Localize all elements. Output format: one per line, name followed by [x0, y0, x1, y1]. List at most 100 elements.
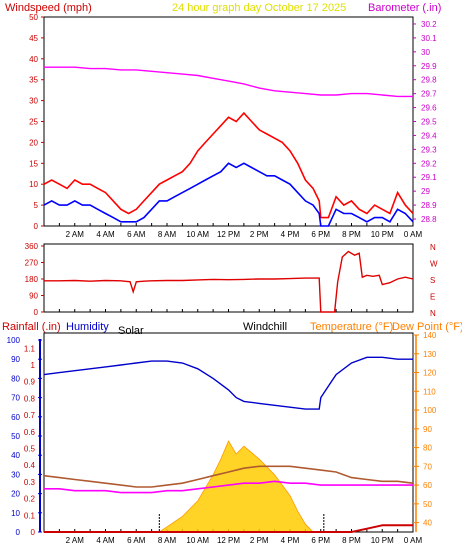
humidity-y-tick-label: 50 [11, 432, 20, 441]
rain-y-tick-label: 1 [31, 361, 36, 370]
wind-y-tick-label: 5 [34, 201, 39, 210]
wind-panel-frame [43, 16, 414, 227]
rain-y-tick-label: 1.1 [24, 344, 36, 353]
wind-direction-line [44, 250, 414, 313]
dewpoint-line [44, 480, 413, 494]
humidity-y-tick-label: 20 [11, 490, 20, 499]
humidity-y-tick-label: 30 [11, 470, 20, 479]
barometer-y-tick-label: 29.1 [421, 173, 437, 182]
humidity-y-tick-label: 10 [11, 509, 20, 518]
temperature-y-tick-label: 130 [423, 350, 437, 359]
x-tick-label: 2 AM [66, 230, 85, 239]
windspeed-average-line [43, 162, 414, 227]
rainfall-line [44, 524, 413, 533]
temperature-y-tick-label: 100 [423, 406, 437, 415]
compass-label: N [430, 309, 436, 318]
rainfall-label: Rainfall (.in) [2, 321, 61, 333]
solar-area [157, 440, 315, 533]
wind-y-tick-label: 40 [29, 55, 38, 64]
temperature-y-tick-label: 40 [423, 519, 432, 528]
temperature-y-tick-label: 70 [423, 462, 432, 471]
compass-label: S [430, 276, 435, 285]
rain-y-tick-label: 0.8 [24, 394, 36, 403]
x-tick-label: 8 PM [342, 536, 361, 545]
x-tick-label: 2 PM [250, 536, 269, 545]
barometer-y-tick-label: 29.8 [421, 76, 437, 85]
barometer-y-tick-label: 29 [421, 187, 430, 196]
x-tick-label: 2 PM [250, 230, 269, 239]
rain-y-tick-label: 0.7 [24, 411, 36, 420]
chart-series [43, 66, 414, 533]
compass-label: W [430, 260, 438, 269]
humidity-y-tick-label: 80 [11, 374, 20, 383]
wind-y-tick-label: 35 [29, 76, 38, 85]
wind-y-tick-label: 50 [29, 13, 38, 22]
barometer-y-tick-label: 30.2 [421, 20, 437, 29]
barometer-y-tick-label: 29.4 [421, 131, 437, 140]
direction-y-tick-label: 360 [25, 242, 39, 251]
solar-label: Solar [118, 325, 144, 337]
temperature-y-tick-label: 110 [423, 387, 436, 396]
temperature-y-tick-label: 90 [423, 425, 432, 434]
x-tick-label: 10 AM [186, 536, 209, 545]
x-tick-label: 10 PM [371, 536, 394, 545]
wind-y-tick-label: 20 [29, 138, 38, 147]
barometer-y-tick-label: 30.1 [421, 34, 437, 43]
chart-title: 24 hour graph day October 17 2025 [172, 2, 346, 14]
humidity-y-tick-label: 70 [11, 394, 20, 403]
humidity-y-tick-label: 100 [7, 336, 21, 345]
x-tick-label: 8 AM [158, 536, 177, 545]
x-tick-label: 2 AM [66, 536, 85, 545]
x-tick-label: 4 PM [281, 230, 300, 239]
x-tick-label: 12 PM [217, 230, 240, 239]
humidity-y-tick-label: 60 [11, 413, 20, 422]
barometer-y-tick-label: 28.9 [421, 201, 437, 210]
x-tick-label: 10 AM [186, 230, 209, 239]
x-tick-label: 4 AM [96, 230, 115, 239]
barometer-y-tick-label: 29.9 [421, 62, 437, 71]
wind-y-tick-label: 15 [29, 159, 38, 168]
x-tick-label: 6 PM [311, 230, 330, 239]
barometer-y-tick-label: 28.8 [421, 215, 437, 224]
humidity-y-tick-label: 90 [11, 355, 20, 364]
rain-y-tick-label: 0 [31, 528, 36, 537]
x-tick-label: 12 PM [217, 536, 240, 545]
direction-panel-frame [43, 243, 414, 313]
x-tick-label: 6 PM [311, 536, 330, 545]
barometer-y-tick-label: 29.6 [421, 104, 437, 113]
compass-label: N [430, 243, 436, 252]
temperature-y-tick-label: 120 [423, 369, 437, 378]
rain-y-tick-label: 0.1 [24, 511, 36, 520]
x-tick-label: 4 AM [96, 536, 115, 545]
direction-y-tick-label: 0 [34, 308, 39, 317]
x-tick-label: 10 PM [371, 230, 394, 239]
x-tick-label: 6 AM [127, 230, 146, 239]
compass-label: E [430, 293, 435, 302]
x-tick-label: 8 PM [342, 230, 361, 239]
rain-y-tick-label: 0.3 [24, 478, 36, 487]
barometer-label: Barometer (.in) [368, 2, 441, 14]
rain-y-tick-label: 0.6 [24, 428, 36, 437]
windspeed-gust-line [43, 111, 414, 219]
barometer-y-tick-label: 29.2 [421, 159, 437, 168]
windchill-label: Windchill [243, 321, 287, 333]
temperature-y-tick-label: 140 [423, 331, 437, 340]
x-tick-label: 0 AM [404, 536, 423, 545]
wind-y-tick-label: 45 [29, 34, 38, 43]
temperature-line [43, 465, 414, 488]
x-tick-label: 4 PM [281, 536, 300, 545]
direction-y-tick-label: 180 [25, 275, 39, 284]
temperature-y-tick-label: 60 [423, 481, 432, 490]
direction-y-tick-label: 270 [25, 259, 39, 268]
tick-labels: 2 AM 4 AM 6 AM 8 AM 10 AM 12 PM 2 PM 4 PM 6 PM 8 … [7, 13, 438, 545]
wind-y-tick-label: 25 [29, 118, 38, 127]
humidity-label: Humidity [66, 321, 109, 333]
barometer-y-tick-label: 29.3 [421, 145, 437, 154]
wind-y-tick-label: 30 [29, 97, 38, 106]
barometer-y-tick-label: 30 [421, 48, 430, 57]
temperature-y-tick-label: 50 [423, 500, 432, 509]
rain-y-tick-label: 0.2 [24, 495, 36, 504]
rain-y-tick-label: 0.4 [24, 461, 36, 470]
direction-y-tick-label: 90 [29, 292, 38, 301]
